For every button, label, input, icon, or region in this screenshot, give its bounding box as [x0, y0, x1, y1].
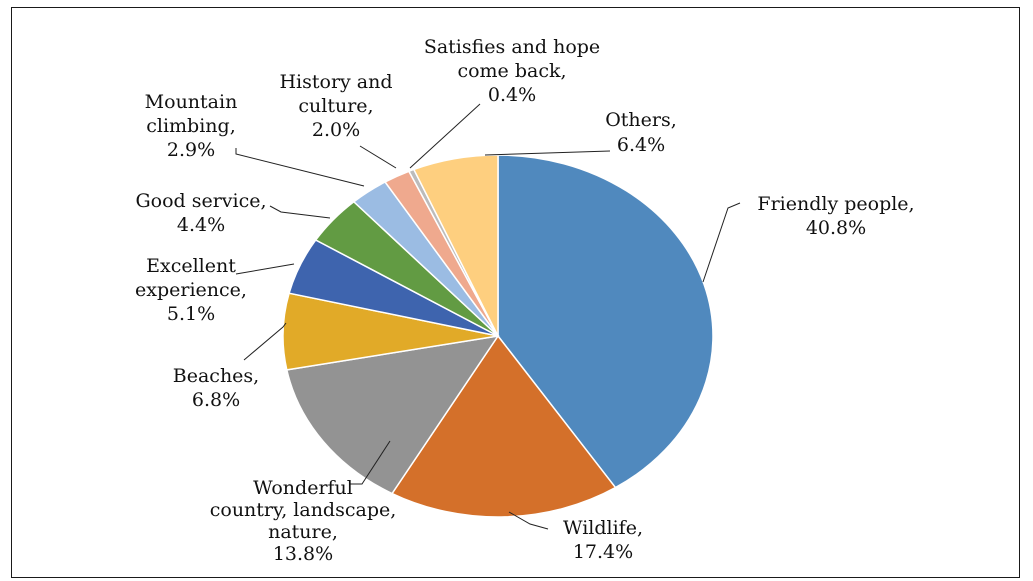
- data-label-line: 2.0%: [312, 119, 360, 141]
- leader-line-beaches: [243, 322, 287, 361]
- data-label-line: experience,: [135, 279, 247, 301]
- leader-line-wildlife: [508, 511, 549, 530]
- data-label-mountain-climbing: Mountain climbing, 2.9%: [145, 91, 238, 161]
- data-label-line: Wonderful: [253, 477, 353, 499]
- data-label-line: Mountain: [145, 91, 238, 113]
- data-labels: Friendly people, 40.8% Wildlife, 17.4% Wonde…: [135, 36, 915, 565]
- data-label-line: climbing,: [146, 115, 236, 137]
- data-label-line: Others,: [605, 109, 677, 131]
- leader-lines: [235, 103, 741, 530]
- data-label-line: 40.8%: [806, 217, 866, 239]
- data-label-others: Others, 6.4%: [605, 109, 677, 156]
- leader-line-others: [484, 150, 611, 156]
- data-label-line: History and: [279, 71, 392, 93]
- leader-line-excellent-experience: [235, 263, 295, 275]
- data-label-line: 0.4%: [488, 84, 536, 106]
- data-label-history-and-culture: History and culture, 2.0%: [279, 71, 392, 141]
- data-label-beaches: Beaches, 6.8%: [173, 365, 259, 411]
- data-label-line: culture,: [298, 95, 373, 117]
- data-label-line: 4.4%: [177, 214, 225, 236]
- data-label-line: Good service,: [135, 190, 266, 212]
- data-label-line: Beaches,: [173, 365, 259, 387]
- data-label-good-service: Good service, 4.4%: [135, 190, 266, 236]
- leader-line-satisfies-and-hope-come-back: [409, 103, 481, 169]
- leader-line-wonderful-country-landscape-nature: [350, 440, 391, 485]
- data-label-wildlife: Wildlife, 17.4%: [563, 517, 643, 563]
- leader-line-mountain-climbing: [235, 148, 365, 187]
- pie-slice-wonderful-country-landscape-nature: [285, 334, 500, 495]
- leader-line-friendly-people: [702, 202, 741, 283]
- data-label-line: 13.8%: [273, 543, 333, 565]
- data-label-line: country, landscape,: [210, 499, 397, 521]
- data-label-satisfies-and-hope-come-back: Satisfies and hope come back, 0.4%: [424, 36, 600, 106]
- data-label-line: 2.9%: [167, 139, 215, 161]
- pie-slices: [282, 154, 714, 518]
- leader-line-good-service: [269, 205, 331, 219]
- data-label-line: 6.8%: [192, 389, 240, 411]
- data-label-line: come back,: [457, 60, 566, 82]
- data-label-friendly-people: Friendly people, 40.8%: [757, 193, 914, 239]
- data-label-wonderful-country-landscape-nature: Wonderful country, landscape, nature, 13.8%: [210, 477, 397, 565]
- pie-slice-wildlife: [390, 334, 617, 518]
- data-label-line: 6.4%: [617, 134, 665, 156]
- data-label-excellent-experience: Excellent experience, 5.1%: [135, 255, 247, 325]
- leader-line-history-and-culture: [359, 145, 397, 169]
- data-label-line: Satisfies and hope: [424, 36, 600, 58]
- data-label-line: Wildlife,: [563, 517, 643, 539]
- data-label-line: Friendly people,: [757, 193, 914, 215]
- data-label-line: 5.1%: [167, 303, 215, 325]
- data-label-line: nature,: [268, 521, 338, 543]
- data-label-line: 17.4%: [573, 541, 633, 563]
- data-label-line: Excellent: [146, 255, 236, 277]
